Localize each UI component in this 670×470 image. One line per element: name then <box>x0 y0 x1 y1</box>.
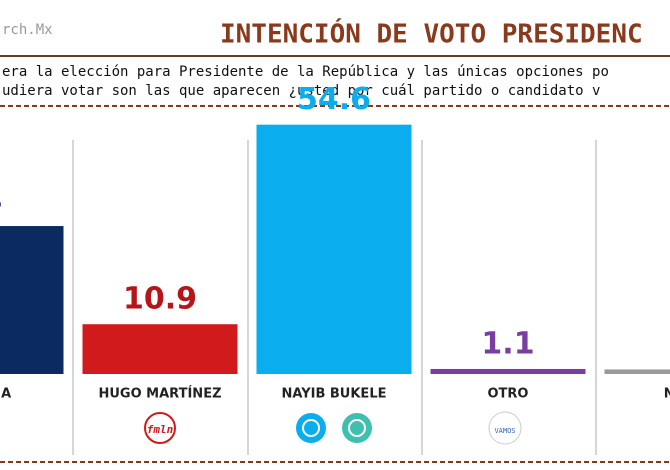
x-tick-label: ALLEJA <box>0 387 11 402</box>
logos: fmln VAMOS <box>144 411 522 445</box>
value-label: .4 <box>0 184 2 219</box>
chart-title: INTENCIÓN DE VOTO PRESIDENC <box>220 18 643 50</box>
separators <box>72 140 597 455</box>
value-label: 54.6 <box>297 82 371 117</box>
subtitle: udiera votar son las que aparecen ¿usted… <box>2 83 600 99</box>
x-tick-label: OTRO <box>488 387 529 402</box>
bar <box>82 324 238 374</box>
x-tick-label: HUGO MARTÍNEZ <box>99 386 222 402</box>
value-label: 1.1 <box>481 326 534 361</box>
x-tick-label: NO R <box>664 387 670 402</box>
svg-text:fmln: fmln <box>147 423 174 436</box>
bar <box>0 226 64 374</box>
value-label: 10.9 <box>123 282 197 317</box>
x-tick-label: NAYIB BUKELE <box>282 387 387 402</box>
source: rch.Mx <box>2 22 53 38</box>
bar <box>256 124 412 374</box>
bar <box>604 369 670 374</box>
subtitle: era la elección para Presidente de la Re… <box>2 64 609 80</box>
svg-text:VAMOS: VAMOS <box>494 427 515 435</box>
bar <box>430 368 586 374</box>
